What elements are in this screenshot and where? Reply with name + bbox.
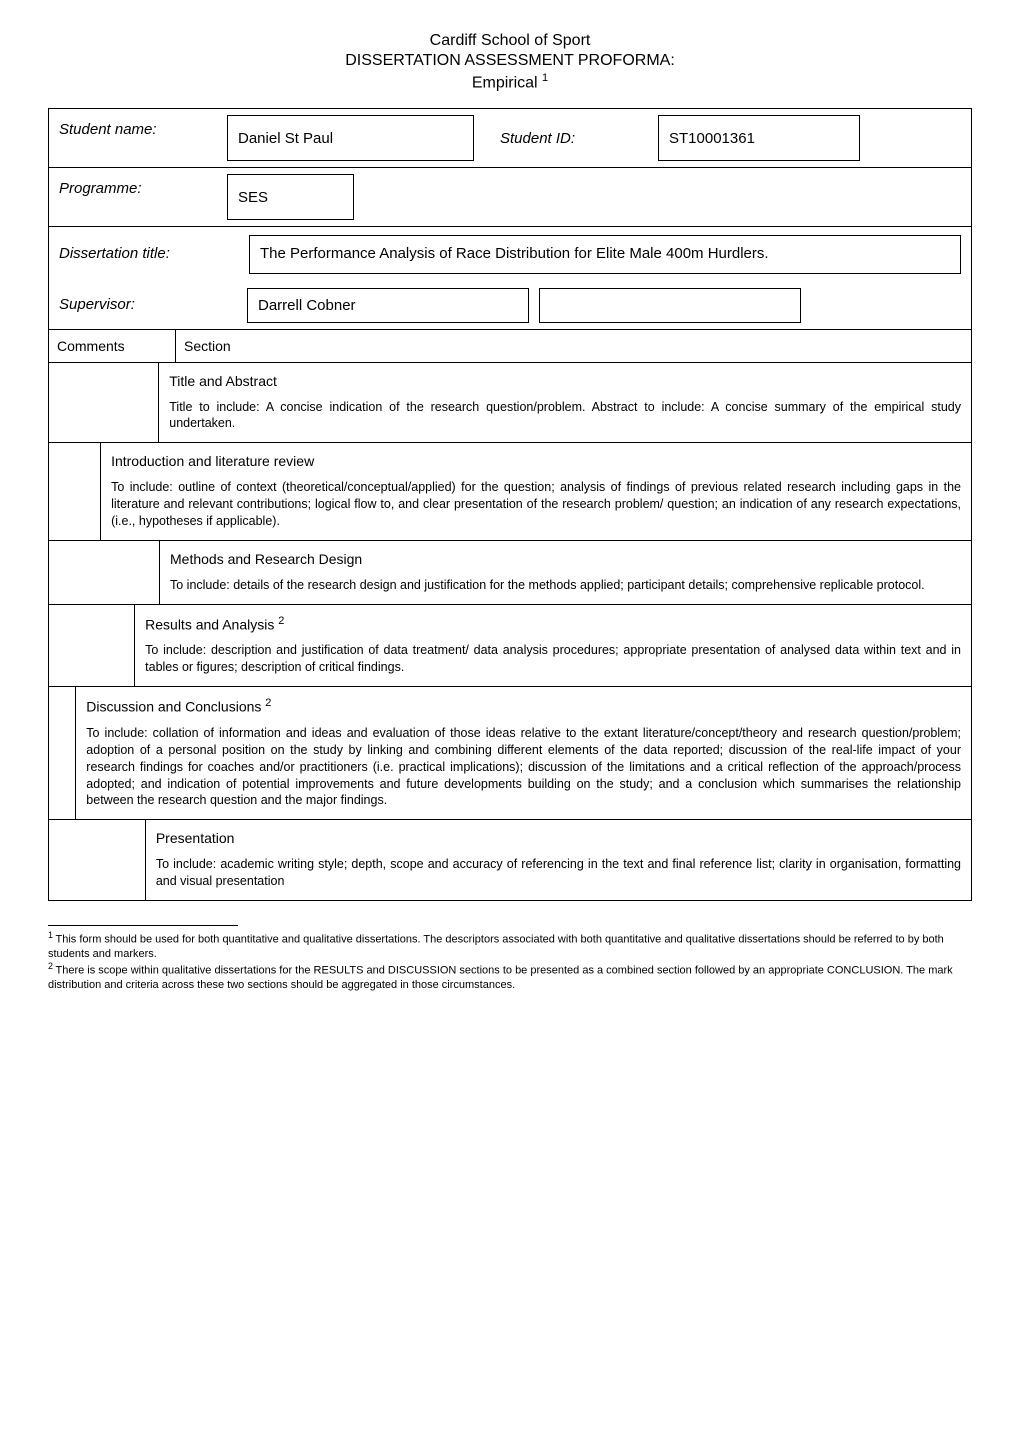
section-body: To include: details of the research desi… (170, 577, 961, 594)
section-row: Introduction and literature review To inc… (49, 443, 971, 541)
section-row: Presentation To include: academic writing… (49, 820, 971, 900)
footnote-number: 1 (48, 930, 56, 940)
footnotes: 1 This form should be used for both quan… (48, 925, 972, 993)
section-row: Results and Analysis 2 To include: descri… (49, 605, 971, 687)
section-title: Title and Abstract (169, 373, 961, 389)
programme-label: Programme: (49, 168, 219, 226)
row-programme: Programme: SES (49, 167, 971, 226)
page-header: Cardiff School of Sport DISSERTATION ASS… (48, 32, 972, 92)
comments-cell[interactable] (49, 687, 76, 819)
student-name-field[interactable]: Daniel St Paul (227, 115, 474, 161)
section-body: To include: outline of context (theoreti… (111, 479, 961, 530)
footnote-text: There is scope within qualitative disser… (48, 965, 953, 991)
header-footnote-1: 1 (542, 72, 548, 84)
header-line-3: Empirical 1 (48, 72, 972, 92)
section-cell: Discussion and Conclusions 2 To include: … (76, 687, 971, 819)
dissertation-title-label: Dissertation title: (49, 227, 239, 281)
section-cell: Results and Analysis 2 To include: descri… (135, 605, 971, 686)
section-title: Results and Analysis 2 (145, 615, 961, 633)
section-title: Presentation (156, 830, 961, 846)
footnote-text: This form should be used for both quanti… (48, 934, 944, 960)
section-cell: Presentation To include: academic writing… (146, 820, 971, 900)
section-row: Discussion and Conclusions 2 To include: … (49, 687, 971, 820)
comments-cell[interactable] (49, 541, 160, 604)
student-id-label: Student ID: (482, 109, 650, 167)
footnotes-container: 1 This form should be used for both quan… (48, 930, 972, 993)
section-row: Methods and Research Design To include: d… (49, 541, 971, 605)
dissertation-title-field[interactable]: The Performance Analysis of Race Distrib… (249, 235, 961, 273)
footnote: 2 There is scope within qualitative diss… (48, 961, 972, 992)
section-row: Title and Abstract Title to include: A co… (49, 363, 971, 444)
header-line-2: DISSERTATION ASSESSMENT PROFORMA: (48, 52, 972, 70)
sections-container: Title and Abstract Title to include: A co… (49, 363, 971, 900)
section-body: To include: collation of information and… (86, 725, 961, 809)
footnote-rule (48, 925, 238, 926)
programme-field[interactable]: SES (227, 174, 354, 220)
comments-cell[interactable] (49, 443, 101, 540)
row-dissertation-title: Dissertation title: The Performance Anal… (49, 226, 971, 281)
comments-header-row: Comments Section (49, 329, 971, 363)
footnote: 1 This form should be used for both quan… (48, 930, 972, 961)
section-cell: Title and Abstract Title to include: A co… (159, 363, 971, 443)
section-body: Title to include: A concise indication o… (169, 399, 961, 433)
student-id-field[interactable]: ST10001361 (658, 115, 860, 161)
student-name-label: Student name: (49, 109, 219, 167)
comments-cell[interactable] (49, 605, 135, 686)
comments-cell[interactable] (49, 363, 159, 443)
row-student-name: Student name: Daniel St Paul Student ID:… (49, 109, 971, 167)
section-body: To include: academic writing style; dept… (156, 856, 961, 890)
section-body: To include: description and justificatio… (145, 642, 961, 676)
supervisor-aux-box[interactable] (539, 288, 801, 323)
section-cell: Introduction and literature review To inc… (101, 443, 971, 540)
section-title: Methods and Research Design (170, 551, 961, 567)
section-title: Introduction and literature review (111, 453, 961, 469)
row-supervisor: Supervisor: Darrell Cobner (49, 282, 971, 329)
header-line-3-text: Empirical (472, 74, 542, 91)
supervisor-field[interactable]: Darrell Cobner (247, 288, 529, 323)
section-cell: Methods and Research Design To include: d… (160, 541, 971, 604)
supervisor-label: Supervisor: (49, 282, 239, 329)
form-container: Student name: Daniel St Paul Student ID:… (48, 108, 972, 901)
header-line-1: Cardiff School of Sport (48, 32, 972, 50)
section-column-header: Section (176, 330, 971, 362)
comments-column-header: Comments (49, 330, 176, 362)
comments-cell[interactable] (49, 820, 146, 900)
footnote-number: 2 (48, 961, 56, 971)
section-title: Discussion and Conclusions 2 (86, 697, 961, 715)
